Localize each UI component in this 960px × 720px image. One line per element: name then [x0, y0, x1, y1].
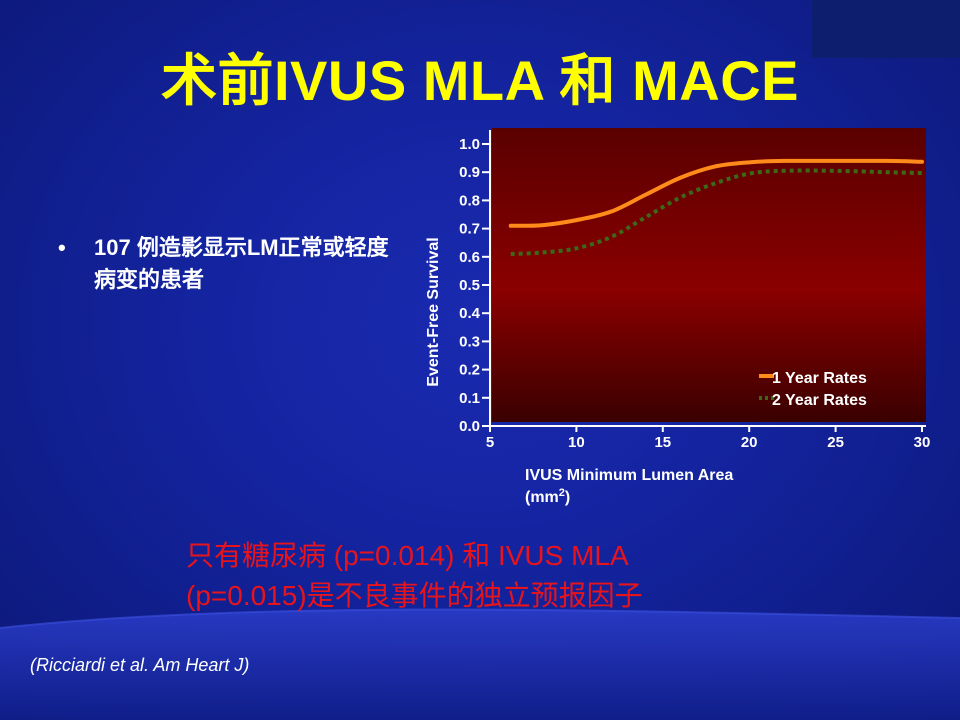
axes: 0.0 0.1 0.2 0.3 0.4 0.5 0.6 0.7 0.8 0.9 1.0 5 10 15 20…	[459, 130, 930, 451]
y-axis-title: Event-Free Survival	[425, 237, 442, 386]
plot-area	[492, 128, 926, 422]
x-tick-label: 30	[914, 434, 931, 451]
legend-label-2: 2 Year Rates	[772, 392, 867, 409]
legend: 1 Year Rates 2 Year Rates	[759, 370, 867, 409]
y-tick-label: 1.0	[459, 136, 480, 153]
x-axis-unit-post: )	[565, 489, 570, 506]
x-tick-label: 25	[827, 434, 844, 451]
conclusion-text: 只有糖尿病 (p=0.014) 和 IVUS MLA (p=0.015)是不良事…	[186, 536, 786, 616]
conclusion-line-2: (p=0.015)是不良事件的独立预报因子	[186, 580, 643, 611]
x-axis-title-line2: (mm2)	[525, 487, 570, 506]
series-line-1	[508, 158, 924, 228]
y-tick-label: 0.9	[459, 164, 480, 181]
x-axis-unit-sup: 2	[559, 487, 565, 499]
y-tick-label: 0.4	[459, 305, 481, 322]
y-tick-label: 0.8	[459, 192, 480, 209]
y-tick-label: 0.5	[459, 277, 480, 294]
slide-title: 术前IVUS MLA 和 MACE	[161, 49, 799, 112]
y-tick-label: 0.0	[459, 418, 480, 435]
bullet-text: 107 例造影显示LM正常或轻度病变的患者	[94, 235, 389, 292]
series-layer	[508, 158, 924, 256]
bullet-marker: •	[58, 235, 66, 260]
x-tick-label: 5	[486, 434, 494, 451]
x-tick-label: 10	[568, 434, 585, 451]
corner-decoration	[812, 0, 960, 58]
y-tick-label: 0.1	[459, 390, 480, 407]
x-tick-label: 15	[654, 434, 671, 451]
x-axis-title-line1: IVUS Minimum Lumen Area	[525, 467, 733, 484]
x-tick-label: 20	[741, 434, 758, 451]
citation: (Ricciardi et al. Am Heart J)	[30, 655, 250, 675]
series-line-2	[510, 168, 923, 256]
y-tick-label: 0.2	[459, 362, 480, 379]
y-tick-label: 0.3	[459, 333, 480, 350]
legend-label-1: 1 Year Rates	[772, 370, 867, 387]
conclusion-line-1: 只有糖尿病 (p=0.014) 和 IVUS MLA	[186, 540, 629, 571]
x-axis-unit-pre: (mm	[525, 489, 559, 506]
y-tick-label: 0.6	[459, 249, 480, 266]
y-tick-label: 0.7	[459, 221, 480, 238]
